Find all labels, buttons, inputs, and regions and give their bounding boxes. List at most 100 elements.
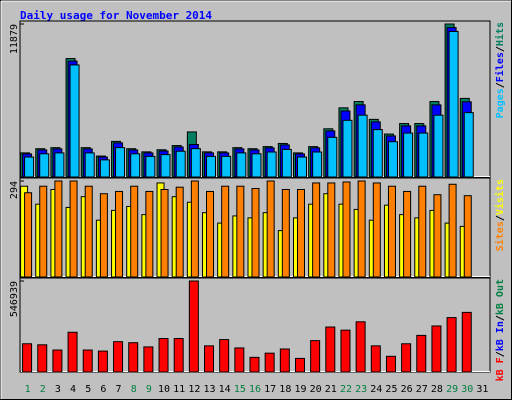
bar — [448, 183, 457, 278]
bar — [206, 155, 217, 178]
bar — [204, 345, 215, 373]
x-tick-label: 19 — [294, 384, 306, 395]
bar — [84, 152, 95, 178]
bar — [24, 192, 33, 278]
x-tick-label: 14 — [219, 384, 231, 395]
bar — [115, 147, 126, 178]
bar — [401, 343, 412, 373]
bar — [416, 334, 427, 373]
bar — [221, 185, 230, 278]
bar — [281, 148, 292, 178]
bar — [143, 346, 154, 373]
bar — [145, 190, 154, 278]
x-tick-label: 17 — [264, 384, 276, 395]
bar — [296, 188, 305, 278]
legend-separator: / — [495, 315, 506, 321]
bar — [84, 185, 93, 278]
x-tick-label: 18 — [279, 384, 291, 395]
x-tick-label: 13 — [203, 384, 215, 395]
bar — [160, 188, 169, 278]
bar — [175, 186, 184, 278]
x-tick-label: 3 — [55, 384, 61, 395]
bar — [190, 148, 201, 178]
x-tick-label: 25 — [385, 384, 397, 395]
bar — [446, 317, 457, 373]
x-tick-label: 7 — [116, 384, 122, 395]
bar — [264, 352, 275, 373]
bar — [67, 331, 78, 373]
bar — [175, 150, 186, 178]
bar — [39, 185, 48, 278]
legend: kB F/kB In/kB Out — [495, 279, 506, 381]
bar — [312, 182, 321, 278]
bar — [251, 153, 262, 178]
bar — [463, 195, 472, 278]
bar — [370, 345, 381, 373]
x-tick-label: 10 — [158, 384, 170, 395]
bar — [327, 182, 336, 278]
bar — [130, 185, 139, 278]
bar — [342, 119, 353, 178]
legend-entry: Visits — [494, 179, 506, 215]
x-tick-label: 16 — [249, 384, 261, 395]
bar — [69, 64, 80, 178]
bar — [418, 132, 429, 178]
x-tick-label: 29 — [446, 384, 458, 395]
bar — [97, 350, 108, 373]
bar — [372, 182, 381, 278]
chart-title: Daily usage for November 2014 — [20, 9, 212, 22]
bar — [130, 153, 141, 178]
bar — [325, 326, 336, 373]
bar — [433, 114, 444, 178]
x-tick-label: 24 — [370, 384, 382, 395]
legend-entry: kB In — [495, 321, 506, 351]
legend-entry: kB F — [495, 357, 506, 381]
bar — [145, 155, 156, 178]
x-tick-label: 27 — [416, 384, 428, 395]
bar — [54, 180, 63, 278]
bar — [160, 154, 171, 178]
bar — [221, 155, 232, 178]
bar — [251, 188, 260, 278]
legend-entry: Pages — [495, 88, 506, 118]
bar — [22, 343, 33, 373]
bar — [310, 340, 321, 373]
bar — [190, 180, 199, 278]
bar — [173, 338, 184, 373]
bar — [463, 112, 474, 178]
x-tick-label: 28 — [431, 384, 443, 395]
y-tick-label: 546939 — [9, 281, 20, 317]
y-tick-label: 294 — [9, 181, 20, 199]
bar — [128, 342, 139, 373]
bar — [355, 321, 366, 373]
bar — [188, 280, 199, 373]
bar — [281, 188, 290, 278]
bar — [340, 329, 351, 373]
bar — [387, 185, 396, 278]
x-tick-label: 5 — [85, 384, 91, 395]
legend-separator: / — [495, 46, 506, 52]
bar — [294, 357, 305, 373]
x-tick-label: 30 — [461, 384, 473, 395]
legend-entry: Files — [494, 52, 506, 82]
x-tick-label: 23 — [355, 384, 367, 395]
x-tick-label: 21 — [325, 384, 337, 395]
x-tick-label: 6 — [100, 384, 106, 395]
bar — [113, 341, 124, 373]
x-tick-label: 1 — [25, 384, 31, 395]
bar — [99, 193, 108, 278]
bar — [387, 141, 398, 178]
legend: Pages/Files/Hits — [494, 22, 506, 118]
x-tick-label: 11 — [173, 384, 185, 395]
x-tick-label: 15 — [234, 384, 246, 395]
x-tick-label: 8 — [131, 384, 137, 395]
bar — [158, 338, 169, 373]
bar — [279, 348, 290, 373]
bar — [236, 185, 245, 278]
bar — [461, 311, 472, 373]
bar — [266, 151, 277, 178]
x-tick-label: 31 — [476, 384, 488, 395]
legend-separator: / — [495, 82, 506, 88]
bar — [249, 356, 260, 373]
